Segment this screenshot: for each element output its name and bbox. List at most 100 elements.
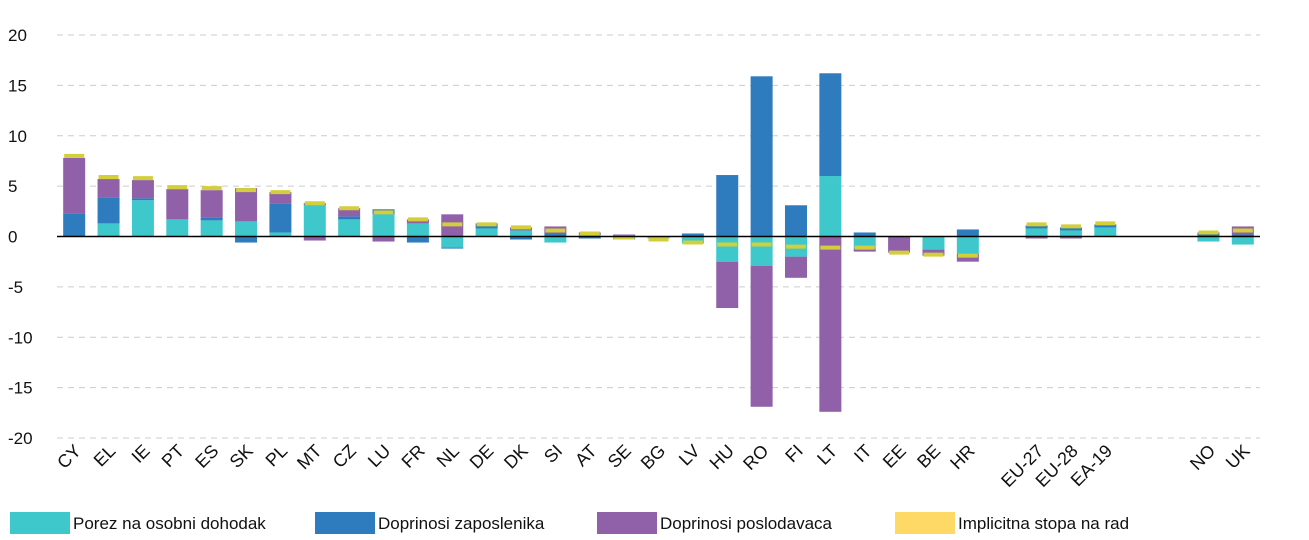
x-tick-label: EL — [90, 441, 120, 471]
x-tick-label: SE — [604, 441, 635, 472]
bar-segment — [406, 223, 429, 237]
x-tick-label: BG — [637, 441, 670, 474]
legend-label: Doprinosi poslodavaca — [660, 514, 833, 533]
legend-label: Porez na osobni dohodak — [73, 514, 266, 533]
bar-segment — [681, 233, 704, 237]
x-tick-label: FI — [781, 441, 806, 466]
bar-segment — [166, 219, 189, 237]
bar-segment — [131, 200, 154, 237]
bar-segment — [441, 247, 464, 249]
x-tick-label: CZ — [329, 441, 360, 472]
bar-segment — [235, 221, 258, 237]
bar-segment — [1231, 236, 1254, 245]
bar-segment — [303, 236, 326, 241]
bar-segment — [716, 261, 739, 309]
bar-segment — [544, 233, 567, 237]
bar-segment — [131, 198, 154, 201]
bar-segment — [200, 190, 223, 218]
bar-segment — [716, 236, 739, 262]
bar-segment — [1197, 236, 1220, 242]
legend-swatch — [895, 512, 955, 534]
bar-segment — [269, 192, 292, 204]
x-tick-label: UK — [1222, 441, 1254, 473]
bar-segment — [750, 236, 773, 266]
bar-segment — [956, 229, 979, 237]
bar-segment — [1197, 233, 1220, 237]
bar-segment — [1059, 236, 1082, 239]
x-tick-label: CY — [53, 441, 85, 473]
y-tick-label: 15 — [8, 76, 27, 95]
legend-swatch — [597, 512, 657, 534]
x-tick-label: PT — [158, 441, 188, 471]
bar-segment — [784, 205, 807, 237]
bar-segment — [372, 236, 395, 242]
y-tick-label: -15 — [8, 379, 33, 398]
x-tick-label: IT — [850, 441, 875, 466]
x-tick-label: SI — [540, 441, 566, 467]
bar-segment — [784, 256, 807, 278]
bar-segment — [441, 236, 464, 248]
bar-segment — [853, 232, 876, 237]
bar-segment — [1094, 224, 1117, 228]
y-tick-label: 5 — [8, 177, 17, 196]
bar-segment — [406, 236, 429, 243]
x-tick-label: LT — [813, 441, 841, 469]
x-tick-label: MT — [293, 441, 326, 474]
bar-segment — [888, 236, 911, 253]
x-tick-label: DE — [466, 441, 498, 473]
bar-segment — [1025, 225, 1048, 229]
bar-segment — [922, 236, 945, 250]
x-tick-label: LV — [675, 441, 704, 470]
legend-label: Doprinosi zaposlenika — [378, 514, 545, 533]
bar-segment — [819, 176, 842, 237]
bar-segment — [372, 214, 395, 237]
bar-segment — [1059, 227, 1082, 231]
bar-segment — [853, 248, 876, 252]
bar-segment — [338, 216, 361, 220]
bar-segment — [269, 232, 292, 237]
x-tick-label: RO — [739, 441, 772, 474]
x-tick-label: PL — [262, 441, 292, 471]
bar-segment — [269, 203, 292, 233]
bar-segment — [338, 219, 361, 237]
bar-segment — [475, 224, 498, 229]
x-tick-label: ES — [191, 441, 222, 472]
bar-segment — [922, 249, 945, 256]
bar-segment — [750, 76, 773, 237]
bar-segment — [166, 189, 189, 220]
bar-segment — [544, 236, 567, 243]
x-tick-label: HR — [946, 441, 979, 474]
bar-segment — [97, 179, 120, 198]
bar-segment — [406, 219, 429, 224]
bar-segment — [235, 188, 258, 222]
bar-segment — [647, 236, 670, 239]
bar-segment — [63, 157, 86, 214]
x-tick-label: EE — [879, 441, 910, 472]
x-tick-label: LU — [364, 441, 394, 471]
bar-segment — [510, 236, 533, 240]
x-tick-label: NO — [1186, 441, 1219, 474]
bar-segment — [510, 230, 533, 237]
bar-segment — [200, 217, 223, 221]
y-tick-label: -20 — [8, 429, 33, 448]
legend-label: Implicitna stopa na rad — [958, 514, 1129, 533]
bar-segment — [338, 208, 361, 217]
x-tick-label: FR — [398, 441, 429, 472]
bar-segment — [97, 223, 120, 237]
x-tick-label: BE — [913, 441, 944, 472]
bar-segment — [235, 236, 258, 243]
x-tick-label: NL — [433, 441, 463, 471]
y-tick-label: 10 — [8, 127, 27, 146]
bar-segment — [1025, 236, 1048, 239]
bar-segment — [1094, 227, 1117, 237]
y-tick-label: 20 — [8, 26, 27, 45]
bar-segment — [819, 236, 842, 412]
bar-segment — [578, 234, 601, 237]
bar-segment — [750, 265, 773, 407]
bar-segment — [681, 236, 704, 244]
legend-swatch — [10, 512, 70, 534]
y-tick-label: -10 — [8, 328, 33, 347]
bar-segment — [97, 197, 120, 224]
x-tick-label: AT — [571, 441, 600, 470]
x-tick-label: DK — [500, 441, 532, 473]
